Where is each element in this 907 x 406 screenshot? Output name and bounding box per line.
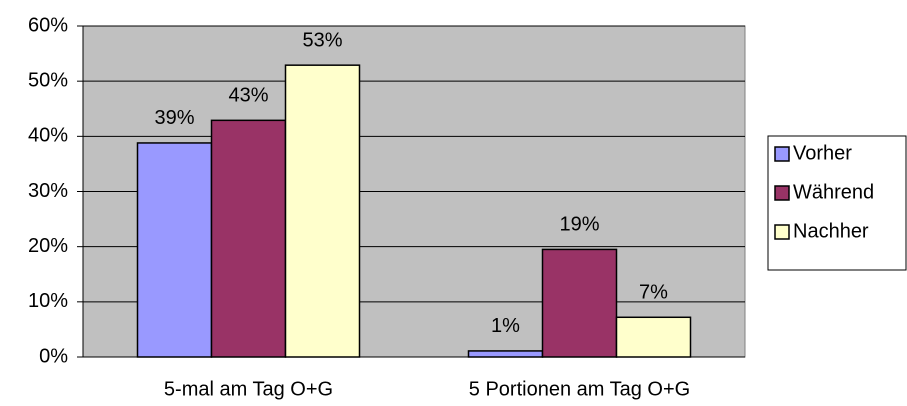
legend-label: Vorher (793, 142, 852, 164)
legend-label: Nachher (793, 220, 869, 242)
data-label: 1% (491, 315, 520, 337)
y-tick-label: 40% (28, 125, 68, 147)
legend-swatch (774, 224, 790, 240)
x-tick-label: 5-mal am Tag O+G (164, 378, 333, 400)
data-label: 53% (302, 29, 342, 51)
bar (210, 119, 287, 358)
legend-box (767, 135, 907, 271)
legend-swatch (774, 185, 790, 201)
x-tick-label: 5 Portionen am Tag O+G (469, 378, 690, 400)
legend-label: Während (793, 181, 874, 203)
y-tick-label: 50% (28, 69, 68, 91)
legend-swatch (774, 146, 790, 162)
y-tick-label: 30% (28, 180, 68, 202)
y-tick-label: 20% (28, 235, 68, 257)
bar (136, 142, 213, 358)
bar (541, 248, 618, 358)
bar (467, 350, 544, 358)
data-label: 43% (228, 85, 268, 107)
bar (284, 64, 361, 358)
bar (615, 316, 692, 358)
data-label: 19% (559, 214, 599, 236)
y-tick-label: 60% (28, 14, 68, 36)
y-tick-label: 0% (39, 345, 68, 367)
y-tick-label: 10% (28, 290, 68, 312)
data-label: 7% (639, 282, 668, 304)
data-label: 39% (154, 107, 194, 129)
